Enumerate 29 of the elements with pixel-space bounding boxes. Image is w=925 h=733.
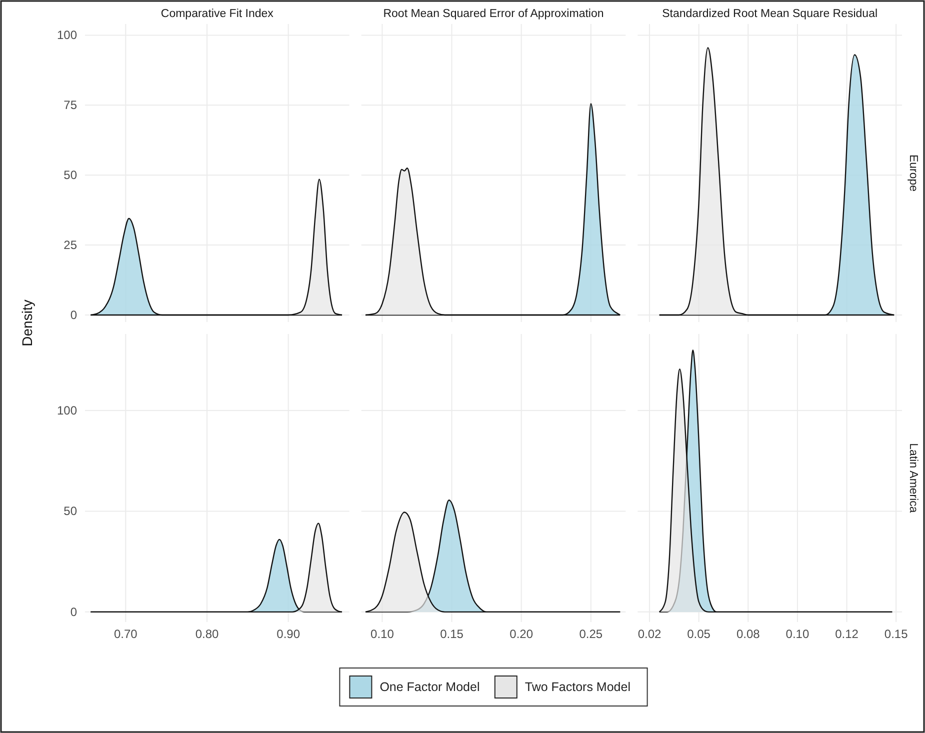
x-tick-label: 0.20 xyxy=(510,627,534,641)
x-tick-label: 0.25 xyxy=(579,627,603,641)
y-tick-label: 100 xyxy=(56,28,78,42)
x-tick-label: 0.05 xyxy=(687,627,711,641)
x-tick-label: 0.02 xyxy=(638,627,662,641)
y2-axis-title: Latin America xyxy=(907,443,919,514)
y-tick-label: 50 xyxy=(64,168,78,182)
chart-title: Comparative Fit Index xyxy=(160,8,274,20)
y2-axis-title: Europe xyxy=(907,154,919,192)
chart-title: Standardized Root Mean Square Residual xyxy=(662,8,878,20)
y-tick-label: 0 xyxy=(70,604,78,619)
legend-label: One Factor Model xyxy=(380,680,480,694)
x-tick-label: 0.90 xyxy=(276,627,300,641)
x-tick-label: 0.10 xyxy=(370,627,394,641)
y-tick-label: 100 xyxy=(56,404,78,418)
y-tick-label: 50 xyxy=(64,504,78,518)
x-tick-label: 0.15 xyxy=(440,627,464,641)
x-tick-label: 0.12 xyxy=(835,627,859,641)
y-tick-label: 25 xyxy=(64,238,78,252)
chart-title: Root Mean Squared Error of Approximation xyxy=(383,8,604,20)
x-tick-label: 0.10 xyxy=(786,627,810,641)
y-tick-label: 0 xyxy=(70,308,78,322)
y-axis-title: Density xyxy=(19,300,35,346)
legend-label: Two Factors Model xyxy=(524,680,630,694)
x-tick-label: 0.80 xyxy=(195,627,219,641)
x-tick-label: 0.70 xyxy=(114,627,138,641)
y-tick-label: 75 xyxy=(64,98,78,112)
x-tick-label: 0.15 xyxy=(884,627,908,641)
x-tick-label: 0.08 xyxy=(736,627,760,641)
